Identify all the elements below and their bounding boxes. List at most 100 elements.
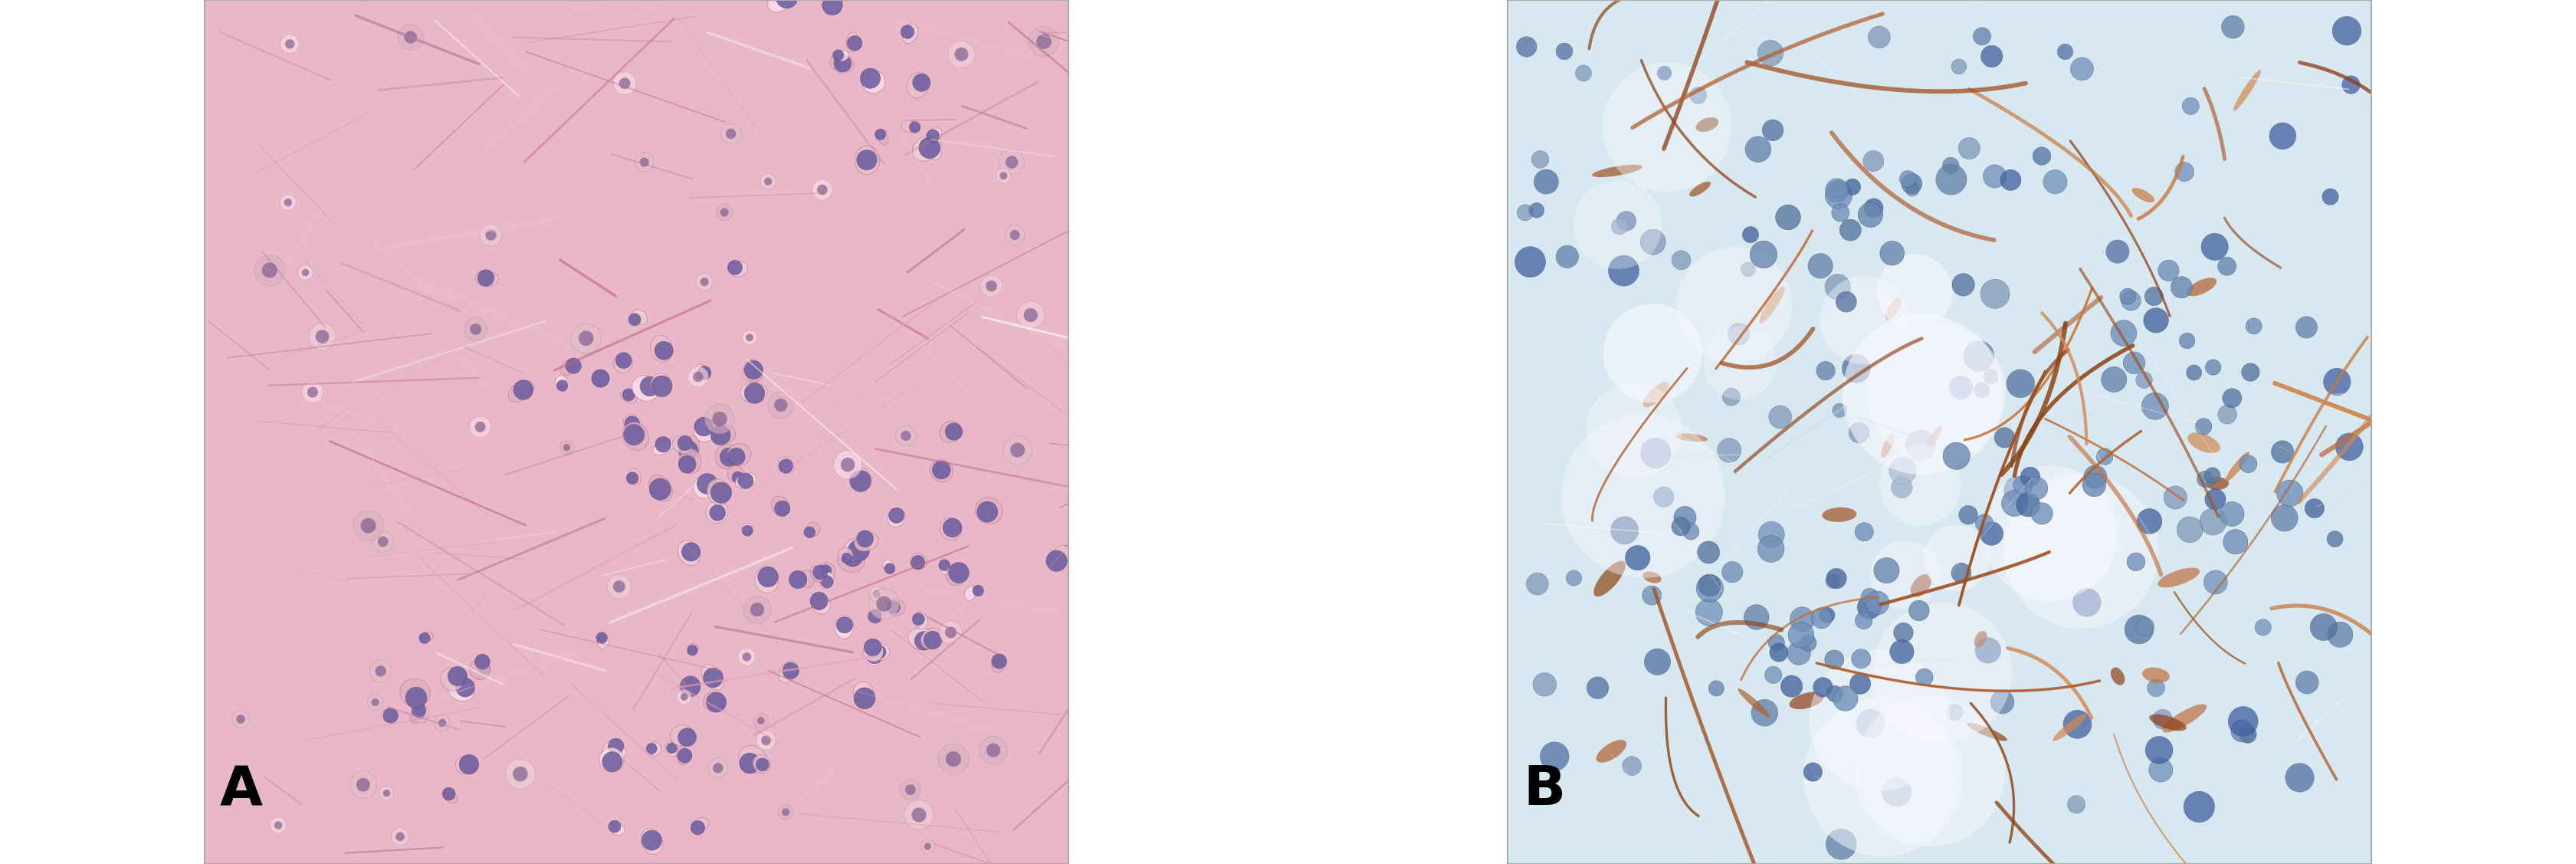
Ellipse shape xyxy=(629,468,641,485)
Circle shape xyxy=(1610,517,1638,544)
Circle shape xyxy=(307,387,317,397)
Ellipse shape xyxy=(412,703,428,723)
Circle shape xyxy=(438,719,446,727)
Ellipse shape xyxy=(2161,704,2208,733)
Circle shape xyxy=(2148,679,2164,696)
Circle shape xyxy=(987,743,999,757)
Circle shape xyxy=(1770,405,1793,429)
Ellipse shape xyxy=(2187,433,2221,453)
Ellipse shape xyxy=(907,73,930,98)
Circle shape xyxy=(1002,435,1033,465)
Circle shape xyxy=(1829,181,1847,199)
Circle shape xyxy=(618,78,631,89)
Circle shape xyxy=(696,417,714,436)
Circle shape xyxy=(505,759,536,789)
Circle shape xyxy=(2032,147,2050,165)
Circle shape xyxy=(912,556,925,569)
Circle shape xyxy=(737,648,755,666)
Ellipse shape xyxy=(768,0,793,12)
Ellipse shape xyxy=(819,562,835,580)
Circle shape xyxy=(744,383,765,403)
Circle shape xyxy=(775,398,788,411)
Circle shape xyxy=(2321,188,2339,205)
Circle shape xyxy=(2197,471,2213,487)
Circle shape xyxy=(1775,205,1801,230)
Circle shape xyxy=(397,832,404,842)
Ellipse shape xyxy=(456,756,474,774)
Circle shape xyxy=(688,645,698,656)
Circle shape xyxy=(1873,558,1899,583)
Circle shape xyxy=(1816,361,1834,380)
Ellipse shape xyxy=(652,373,672,397)
Circle shape xyxy=(744,595,770,624)
Circle shape xyxy=(997,168,1010,183)
Circle shape xyxy=(729,448,744,466)
Circle shape xyxy=(374,531,394,552)
Circle shape xyxy=(1803,698,1963,856)
Circle shape xyxy=(1703,327,1777,400)
Circle shape xyxy=(1819,607,1834,623)
Circle shape xyxy=(1981,522,2004,545)
Circle shape xyxy=(1994,428,2014,448)
Circle shape xyxy=(927,142,938,154)
Circle shape xyxy=(2254,619,2272,636)
Ellipse shape xyxy=(1790,692,1824,709)
Circle shape xyxy=(688,366,708,387)
Ellipse shape xyxy=(711,423,737,442)
Ellipse shape xyxy=(399,678,430,707)
Ellipse shape xyxy=(2143,668,2169,683)
Circle shape xyxy=(1844,179,1860,195)
Circle shape xyxy=(2014,475,2032,495)
Circle shape xyxy=(1891,477,1911,498)
Circle shape xyxy=(1577,65,1592,81)
Ellipse shape xyxy=(631,309,647,325)
Circle shape xyxy=(2071,57,2094,80)
Circle shape xyxy=(2084,466,2107,488)
Circle shape xyxy=(943,518,961,537)
Circle shape xyxy=(2177,517,2202,543)
Circle shape xyxy=(2195,418,2213,435)
Ellipse shape xyxy=(1674,434,1708,442)
Circle shape xyxy=(456,678,474,697)
Circle shape xyxy=(853,688,876,709)
Circle shape xyxy=(2311,613,2336,640)
Circle shape xyxy=(1808,253,1834,278)
Ellipse shape xyxy=(693,817,708,830)
Ellipse shape xyxy=(623,422,649,450)
Ellipse shape xyxy=(1051,545,1069,568)
Circle shape xyxy=(556,380,567,391)
Circle shape xyxy=(2174,162,2195,181)
Circle shape xyxy=(778,804,793,820)
Circle shape xyxy=(2205,489,2226,510)
Circle shape xyxy=(1674,506,1695,529)
Ellipse shape xyxy=(829,54,855,73)
Circle shape xyxy=(760,735,770,746)
Circle shape xyxy=(2272,441,2293,463)
Ellipse shape xyxy=(381,709,394,721)
Ellipse shape xyxy=(912,135,940,162)
Circle shape xyxy=(711,425,732,445)
Circle shape xyxy=(479,663,489,675)
Circle shape xyxy=(2306,499,2324,518)
Circle shape xyxy=(2136,509,2161,534)
Ellipse shape xyxy=(837,50,850,61)
Circle shape xyxy=(1865,591,1888,614)
Circle shape xyxy=(832,50,845,60)
Circle shape xyxy=(384,790,389,797)
Circle shape xyxy=(2125,615,2154,644)
Circle shape xyxy=(2007,370,2035,397)
Circle shape xyxy=(2200,233,2228,260)
Ellipse shape xyxy=(652,440,675,454)
Circle shape xyxy=(2148,758,2172,782)
Circle shape xyxy=(2228,707,2259,736)
Circle shape xyxy=(2326,530,2344,547)
Ellipse shape xyxy=(963,587,976,600)
Circle shape xyxy=(567,358,582,373)
Circle shape xyxy=(902,430,912,441)
Circle shape xyxy=(938,560,951,571)
Circle shape xyxy=(1909,600,1929,621)
Circle shape xyxy=(721,208,729,217)
Circle shape xyxy=(896,426,917,446)
Ellipse shape xyxy=(837,549,866,572)
Circle shape xyxy=(1950,376,1973,399)
